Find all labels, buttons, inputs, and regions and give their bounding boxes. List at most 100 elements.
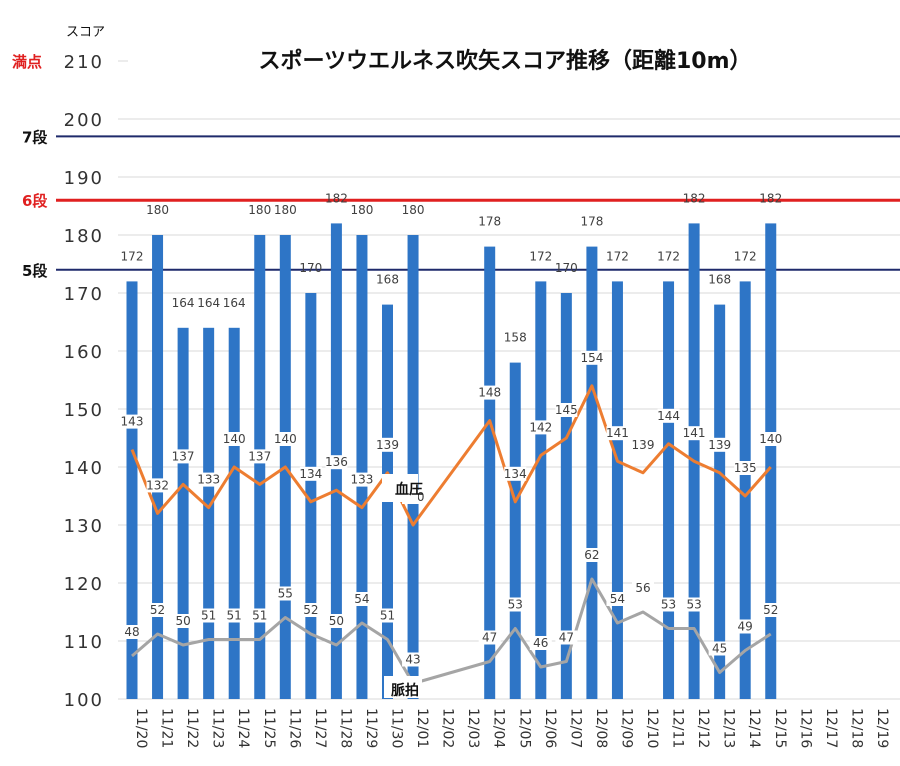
x-tick-label: 11/23 — [210, 708, 226, 748]
bar-value-label: 172 — [529, 249, 552, 263]
label-background — [580, 548, 603, 562]
reference-lines: 満点 7段 6段 5段 — [12, 53, 900, 280]
x-tick-label: 12/13 — [721, 708, 737, 748]
score-bar — [560, 293, 572, 699]
label-background — [683, 597, 706, 612]
label-background — [146, 603, 169, 617]
x-tick-label: 12/08 — [593, 708, 609, 748]
x-tick-label: 11/22 — [184, 708, 200, 748]
pulse-label: 53 — [686, 598, 701, 612]
blood-pressure-label: 139 — [632, 438, 655, 452]
blood-pressure-label: 137 — [248, 449, 271, 463]
label-background — [708, 437, 731, 452]
bar-value-label: 172 — [121, 249, 144, 263]
bar-value-label: 180 — [146, 203, 169, 217]
pulse-label: 53 — [661, 598, 676, 612]
pulse-label: 53 — [508, 598, 523, 612]
label-background — [350, 472, 373, 487]
x-tick-label: 11/21 — [159, 708, 175, 748]
pulse-label: 51 — [201, 609, 216, 623]
label-background — [478, 630, 501, 645]
label-background — [146, 478, 169, 493]
x-tick-label: 12/06 — [542, 708, 558, 748]
label-background — [734, 619, 757, 634]
pulse-label: 49 — [738, 620, 753, 634]
blood-pressure-label: 148 — [478, 386, 501, 400]
bar-value-label: 178 — [478, 215, 501, 229]
x-tick-label: 12/10 — [644, 708, 660, 748]
blood-pressure-label: 134 — [299, 467, 322, 481]
blood-pressure-label: 136 — [325, 455, 348, 469]
x-tick-label: 12/02 — [440, 708, 456, 748]
blood-pressure-label: 140 — [223, 432, 246, 446]
y-tick-label: 210 — [64, 52, 104, 73]
pulse-label: 51 — [380, 609, 395, 623]
label-background — [274, 432, 297, 446]
label-background — [172, 449, 195, 464]
series-tag-pulse: 脈拍 — [391, 682, 419, 699]
y-tick-label: 100 — [64, 690, 104, 711]
bar-value-label: 172 — [734, 249, 757, 263]
label-background — [325, 614, 348, 628]
x-tick-label: 12/01 — [414, 708, 430, 748]
x-tick-label: 11/29 — [363, 708, 379, 748]
x-tick-label: 11/30 — [389, 708, 405, 748]
bar-value-label: 172 — [657, 249, 680, 263]
axis-labels: 100 110 120 130 140 150 160 170 180 190 200 210 11/2… — [64, 52, 900, 748]
blood-pressure-label: 135 — [734, 461, 757, 475]
label-background — [759, 432, 782, 446]
label-background — [197, 608, 220, 623]
score-bar — [509, 362, 521, 699]
y-tick-label: 200 — [64, 110, 104, 131]
label-background — [529, 636, 552, 650]
label-background — [683, 426, 706, 441]
x-tick-label: 12/17 — [823, 708, 839, 748]
x-tick-label: 12/07 — [567, 708, 583, 748]
label-background — [299, 466, 322, 481]
score-bar — [356, 235, 368, 699]
label-background — [580, 350, 603, 365]
bar-value-label: 172 — [606, 249, 629, 263]
pulse-label: 51 — [227, 609, 242, 623]
x-tick-label: 11/27 — [312, 708, 328, 748]
score-bar — [611, 281, 623, 699]
reference-label: 5段 — [22, 262, 47, 280]
pulse-label: 47 — [559, 631, 574, 645]
label-background — [350, 592, 373, 606]
series-tag-background — [382, 474, 418, 502]
x-tick-label: 12/09 — [618, 708, 634, 748]
label-background — [504, 466, 527, 481]
x-tick-label: 12/18 — [848, 708, 864, 748]
reference-label: 満点 — [12, 53, 42, 71]
label-background — [632, 581, 654, 595]
x-tick-label: 12/03 — [465, 708, 481, 748]
label-background — [121, 625, 143, 639]
label-background — [223, 608, 246, 623]
x-tick-label: 12/04 — [491, 708, 507, 748]
score-bar — [305, 293, 317, 699]
y-tick-label: 190 — [64, 168, 104, 189]
bar-value-label: 180 — [248, 203, 271, 217]
label-background — [402, 652, 425, 667]
x-tick-label: 11/24 — [235, 708, 251, 748]
score-bar — [714, 304, 726, 699]
bar-value-label: 168 — [708, 273, 731, 287]
x-tick-label: 12/05 — [516, 708, 532, 748]
label-background — [376, 608, 399, 623]
score-bar — [126, 281, 138, 699]
y-axis-unit: スコア — [66, 25, 105, 40]
x-tick-label: 12/16 — [797, 708, 813, 748]
score-bar — [254, 235, 266, 699]
label-background — [632, 437, 654, 452]
bar-value-label: 180 — [274, 203, 297, 217]
label-background — [248, 449, 271, 464]
x-tick-label: 12/11 — [670, 708, 686, 748]
score-bar — [203, 327, 215, 699]
bar-value-label: 158 — [504, 331, 527, 345]
pulse-label: 54 — [354, 592, 369, 606]
label-background — [657, 408, 680, 423]
pulse-label: 45 — [712, 642, 727, 656]
blood-pressure-line — [130, 384, 772, 527]
label-background — [529, 420, 552, 435]
blood-pressure-label: 144 — [657, 409, 680, 423]
